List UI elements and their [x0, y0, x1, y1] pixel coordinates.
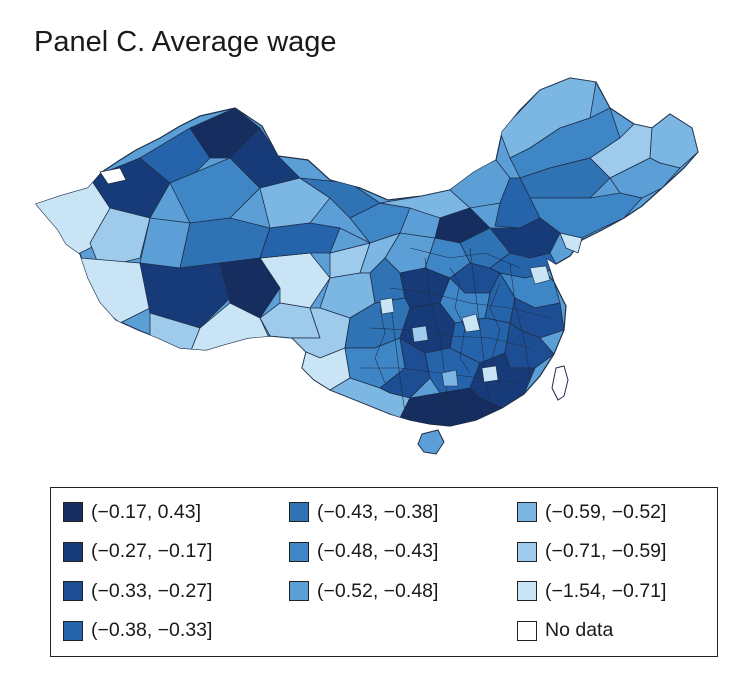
legend-label: (−0.71, −0.59] [545, 540, 667, 562]
hainan-island [417, 429, 445, 455]
legend-item: (−0.48, −0.43] [289, 540, 438, 564]
legend-column-3: (−0.59, −0.52] (−0.71, −0.59] (−1.54, −0… [517, 500, 666, 658]
legend-label: (−1.54, −0.71] [545, 579, 667, 602]
china-choropleth-map [30, 68, 720, 468]
legend-swatch [63, 620, 83, 641]
legend-item: (−0.52, −0.48] [289, 579, 438, 603]
legend-swatch [517, 541, 537, 562]
legend-swatch [63, 541, 83, 562]
legend-label: (−0.43, −0.38] [317, 500, 439, 523]
legend-label: No data [545, 619, 614, 641]
legend-swatch [63, 581, 83, 601]
legend-item: (−0.43, −0.38] [289, 500, 438, 524]
legend-item: (−0.59, −0.52] [517, 500, 666, 524]
legend-item: (−0.27, −0.17] [63, 540, 212, 564]
legend-swatch [289, 502, 309, 522]
legend-label: (−0.17, 0.43] [91, 500, 202, 523]
legend-label: (−0.48, −0.43] [317, 540, 439, 562]
panel-title: Panel C. Average wage [34, 26, 337, 58]
legend-swatch [517, 581, 537, 601]
legend-item: (−0.38, −0.33] [63, 619, 212, 643]
legend-item: No data [517, 619, 666, 643]
legend-column-2: (−0.43, −0.38] (−0.48, −0.43] (−0.52, −0… [289, 500, 438, 619]
legend-label: (−0.27, −0.17] [91, 540, 213, 562]
legend-label: (−0.33, −0.27] [91, 579, 213, 602]
legend-column-1: (−0.17, 0.43] (−0.27, −0.17] (−0.33, −0.… [63, 500, 212, 658]
legend-swatch [517, 620, 537, 641]
map-legend: (−0.17, 0.43] (−0.27, −0.17] (−0.33, −0.… [50, 487, 718, 657]
legend-swatch [289, 541, 309, 562]
legend-label: (−0.59, −0.52] [545, 500, 667, 523]
legend-swatch [63, 502, 83, 522]
legend-label: (−0.38, −0.33] [91, 619, 213, 641]
legend-item: (−0.71, −0.59] [517, 540, 666, 564]
legend-swatch [289, 581, 309, 601]
legend-swatch [517, 502, 537, 522]
legend-item: (−0.33, −0.27] [63, 579, 212, 603]
legend-item: (−1.54, −0.71] [517, 579, 666, 603]
taiwan-island [551, 365, 569, 401]
liaodong-peninsula [559, 232, 583, 254]
legend-label: (−0.52, −0.48] [317, 579, 439, 602]
west-notch [99, 167, 127, 185]
legend-item: (−0.17, 0.43] [63, 500, 212, 524]
